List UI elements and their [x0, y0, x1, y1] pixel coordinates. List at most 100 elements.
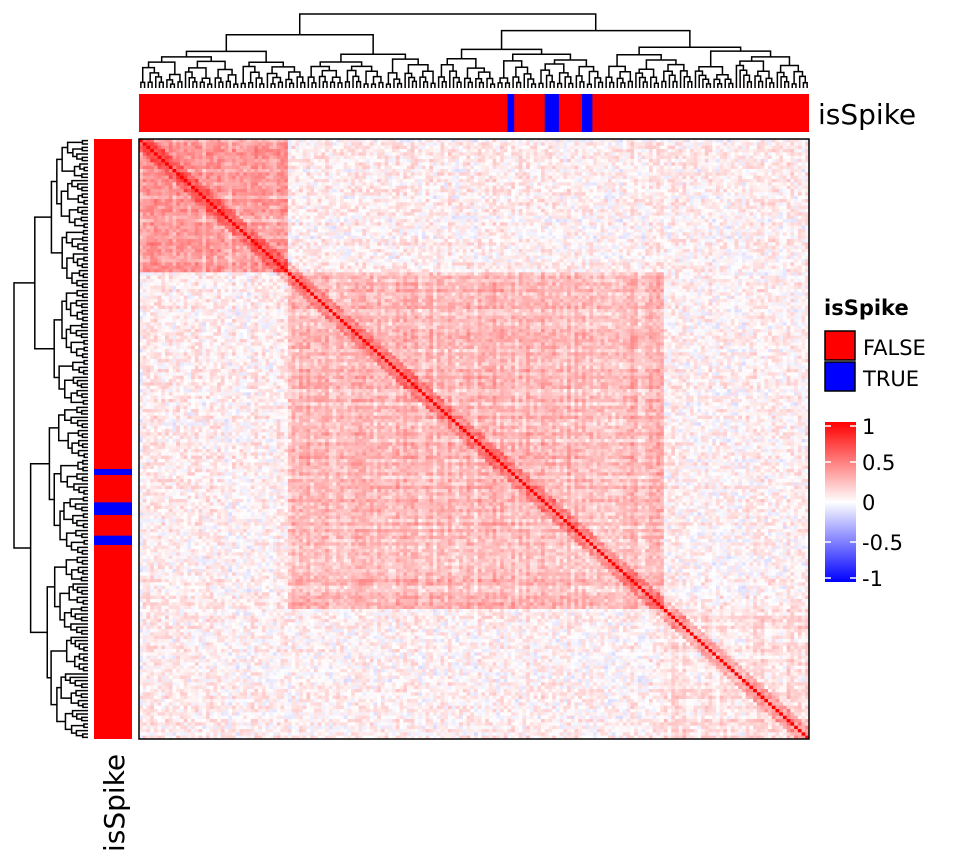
- heatmap-cell: [493, 189, 497, 193]
- heatmap-cell: [802, 142, 806, 146]
- heatmap-cell: [385, 149, 389, 153]
- heatmap-cell: [612, 166, 616, 170]
- heatmap-cell: [668, 146, 672, 150]
- heatmap-cell: [548, 189, 552, 193]
- heatmap-cell: [522, 156, 526, 160]
- heatmap-cell: [254, 176, 258, 180]
- heatmap-cell: [444, 162, 448, 166]
- heatmap-cell: [444, 212, 448, 216]
- heatmap-cell: [217, 182, 221, 186]
- heatmap-cell: [392, 152, 396, 156]
- heatmap-cell: [146, 159, 150, 163]
- heatmap-cell: [534, 206, 538, 210]
- heatmap-cell: [757, 189, 761, 193]
- heatmap-cell: [444, 176, 448, 180]
- heatmap-cell: [414, 206, 418, 210]
- heatmap-cell: [277, 192, 281, 196]
- heatmap-cell: [455, 159, 459, 163]
- heatmap-cell: [511, 196, 515, 200]
- heatmap-cell: [213, 179, 217, 183]
- heatmap-cell: [351, 186, 355, 190]
- heatmap-cell: [325, 166, 329, 170]
- heatmap-cell: [705, 206, 709, 210]
- heatmap-cell: [645, 202, 649, 206]
- dendrogram-branch: [78, 431, 88, 436]
- heatmap-cell: [489, 202, 493, 206]
- heatmap-cell: [240, 209, 244, 213]
- heatmap-cell: [418, 149, 422, 153]
- heatmap-cell: [526, 176, 530, 180]
- heatmap-cell: [392, 142, 396, 146]
- heatmap-cell: [623, 156, 627, 160]
- heatmap-cell: [225, 172, 229, 176]
- heatmap-cell: [403, 169, 407, 173]
- heatmap-cell: [768, 189, 772, 193]
- heatmap-cell: [653, 206, 657, 210]
- heatmap-cell: [589, 216, 593, 220]
- heatmap-cell: [601, 186, 605, 190]
- heatmap-cell: [388, 212, 392, 216]
- heatmap-cell: [221, 159, 225, 163]
- heatmap-cell: [716, 146, 720, 150]
- heatmap-cell: [552, 146, 556, 150]
- heatmap-cell: [720, 209, 724, 213]
- heatmap-cell: [642, 156, 646, 160]
- heatmap-cell: [589, 152, 593, 156]
- heatmap-cell: [396, 162, 400, 166]
- heatmap-cell: [433, 156, 437, 160]
- heatmap-cell: [295, 142, 299, 146]
- heatmap-cell: [675, 182, 679, 186]
- heatmap-cell: [537, 199, 541, 203]
- dendrogram-branch: [498, 83, 502, 88]
- heatmap-cell: [746, 169, 750, 173]
- dendrogram-branch: [300, 14, 596, 35]
- heatmap-cell: [679, 159, 683, 163]
- heatmap-cell: [381, 216, 385, 220]
- heatmap-cell: [303, 172, 307, 176]
- heatmap-cell: [668, 162, 672, 166]
- heatmap-cell: [195, 179, 199, 183]
- heatmap-cell: [202, 166, 206, 170]
- heatmap-cell: [723, 206, 727, 210]
- heatmap-cell: [723, 146, 727, 150]
- heatmap-cell: [195, 172, 199, 176]
- heatmap-cell: [225, 186, 229, 190]
- heatmap-cell: [392, 169, 396, 173]
- heatmap-cell: [515, 162, 519, 166]
- dendrogram-branch: [70, 499, 83, 507]
- heatmap-cell: [243, 146, 247, 150]
- heatmap-cell: [321, 182, 325, 186]
- heatmap-cell: [589, 169, 593, 173]
- heatmap-cell: [374, 152, 378, 156]
- heatmap-cell: [500, 206, 504, 210]
- heatmap-cell: [656, 159, 660, 163]
- heatmap-cell: [668, 152, 672, 156]
- heatmap-cell: [228, 169, 232, 173]
- heatmap-cell: [385, 212, 389, 216]
- heatmap-cell: [437, 156, 441, 160]
- heatmap-cell: [686, 142, 690, 146]
- heatmap-cell: [783, 199, 787, 203]
- heatmap-cell: [176, 162, 180, 166]
- left-annotation-bar: [94, 139, 132, 739]
- heatmap-cell: [749, 146, 753, 150]
- heatmap-cell: [173, 149, 177, 153]
- heatmap-cell: [764, 176, 768, 180]
- heatmap-cell: [325, 209, 329, 213]
- heatmap-cell: [154, 146, 158, 150]
- heatmap-cell: [720, 149, 724, 153]
- heatmap-cell: [359, 202, 363, 206]
- heatmap-cell: [623, 196, 627, 200]
- heatmap-cell: [694, 146, 698, 150]
- dendrogram-branch: [372, 84, 376, 88]
- heatmap-cell: [552, 172, 556, 176]
- heatmap-cell: [448, 209, 452, 213]
- heatmap-cell: [738, 152, 742, 156]
- heatmap-cell: [325, 176, 329, 180]
- heatmap-cell: [318, 196, 322, 200]
- heatmap-cell: [236, 209, 240, 213]
- heatmap-cell: [321, 146, 325, 150]
- heatmap-cell: [318, 209, 322, 213]
- heatmap-cell: [474, 209, 478, 213]
- heatmap-cell: [217, 206, 221, 210]
